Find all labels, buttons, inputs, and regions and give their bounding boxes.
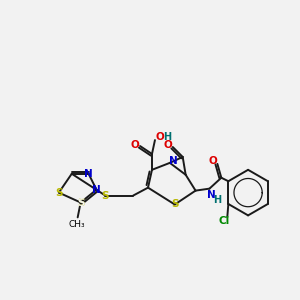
Text: S: S xyxy=(77,197,84,208)
Text: S: S xyxy=(55,188,63,198)
Text: O: O xyxy=(131,140,140,150)
Text: N: N xyxy=(169,156,178,166)
Text: CH₃: CH₃ xyxy=(68,220,85,229)
Text: S: S xyxy=(77,197,84,208)
Text: N: N xyxy=(84,169,93,179)
Text: O: O xyxy=(155,132,164,142)
Text: S: S xyxy=(171,200,178,209)
Text: Cl: Cl xyxy=(219,216,230,226)
Text: H: H xyxy=(163,132,171,142)
Text: O: O xyxy=(164,140,172,150)
Text: S: S xyxy=(102,190,109,201)
Text: N: N xyxy=(92,184,101,195)
Text: N: N xyxy=(207,190,216,200)
Text: H: H xyxy=(213,194,221,205)
Text: O: O xyxy=(208,156,217,166)
